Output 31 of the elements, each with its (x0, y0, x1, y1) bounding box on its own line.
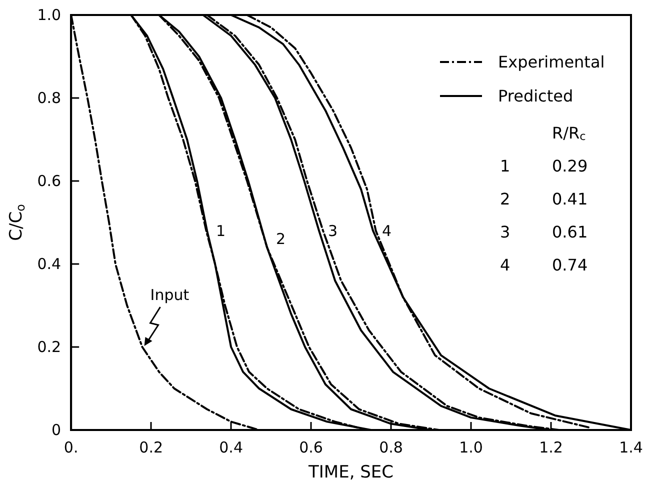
x-tick-label: 0. (64, 438, 78, 456)
annotation: 0.61 (552, 222, 588, 242)
y-tick-label: 0 (52, 421, 62, 439)
legend-label: Experimental (498, 52, 605, 72)
annotation: 4 (500, 256, 510, 274)
y-axis-title: C/Co (6, 204, 28, 241)
annotation: 1 (500, 156, 510, 176)
annotation: 3 (328, 222, 338, 240)
annotation: 4 (382, 222, 392, 240)
x-tick-label: 0.4 (219, 438, 243, 456)
annotation: Input (150, 286, 190, 304)
x-tick-label: 1.0 (459, 438, 483, 456)
x-tick-label: 0.2 (139, 438, 163, 456)
annotation: 0.29 (552, 156, 588, 176)
y-tick-label: 1.0 (37, 6, 62, 24)
y-tick-label: 0.4 (37, 255, 62, 273)
x-tick-label: 1.2 (539, 438, 563, 456)
x-tick-label: 1.4 (619, 438, 643, 456)
annotation: 1 (216, 222, 226, 240)
annotation: 0.41 (552, 190, 588, 208)
annotation: 0.74 (552, 256, 588, 274)
x-axis-title: TIME, SEC (308, 462, 394, 482)
x-tick-label: 0.6 (299, 438, 323, 456)
x-tick-label: 0.8 (379, 438, 403, 456)
y-tick-label: 0.8 (37, 89, 62, 107)
legend-label: Predicted (498, 86, 574, 106)
y-tick-label: 0.6 (37, 172, 62, 190)
y-tick-label: 0.2 (37, 338, 62, 356)
annotation: 2 (276, 230, 286, 248)
annotation: 3 (500, 222, 510, 242)
annotation: 2 (500, 190, 510, 208)
